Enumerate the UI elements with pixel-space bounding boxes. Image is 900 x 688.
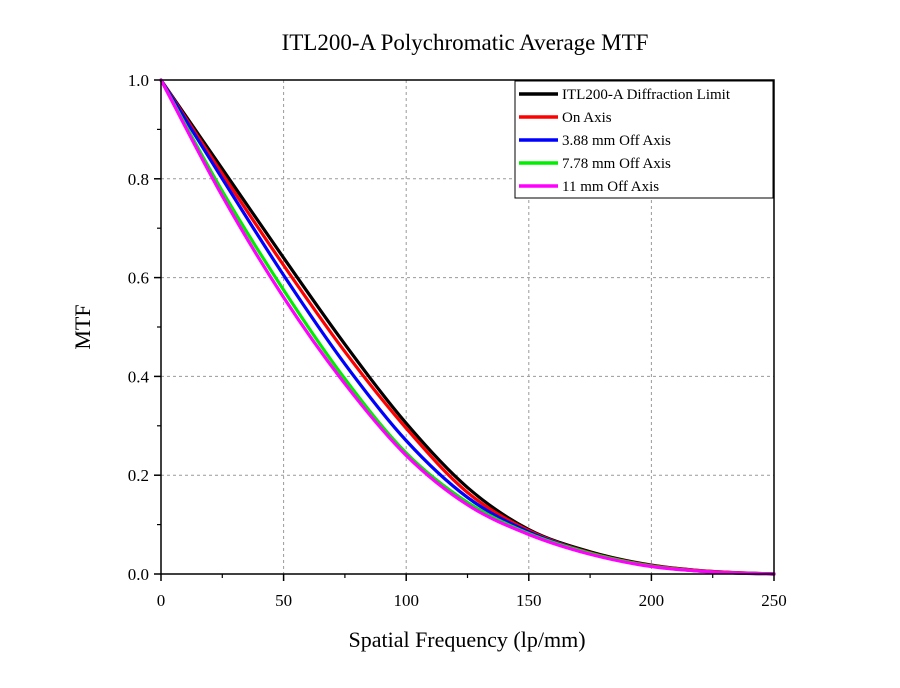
legend-label-7-78-mm-off-axis: 7.78 mm Off Axis (562, 156, 671, 172)
x-tick-label: 50 (275, 591, 292, 610)
legend-label-itl200-a-diffraction-limit: ITL200-A Diffraction Limit (562, 87, 731, 103)
series-lines (159, 78, 776, 576)
legend-label-on-axis: On Axis (562, 110, 612, 126)
x-tick-label: 200 (639, 591, 665, 610)
legend: ITL200-A Diffraction Limit On Axis 3.88 mm… (514, 80, 774, 199)
series-line-11-mm-off-axis (159, 78, 776, 576)
x-tick-label: 100 (393, 591, 419, 610)
legend-label-11-mm-off-axis: 11 mm Off Axis (562, 179, 659, 195)
chart-title: ITL200-A Polychromatic Average MTF (282, 30, 649, 55)
y-tick-label: 0.4 (128, 367, 150, 386)
y-tick-label: 0.2 (128, 466, 149, 485)
x-axis-label: Spatial Frequency (lp/mm) (348, 627, 585, 652)
y-tick-label: 0.0 (128, 565, 149, 584)
x-tick-label: 150 (516, 591, 542, 610)
axis-ticks: 0 50 100 150 200 250 0.0 0.2 0.4 0.6 0.8 1.0 (128, 71, 787, 610)
x-tick-label: 250 (761, 591, 787, 610)
y-tick-label: 0.6 (128, 269, 149, 288)
y-tick-label: 0.8 (128, 170, 149, 189)
x-tick-label: 0 (157, 591, 166, 610)
y-axis-label: MTF (70, 304, 95, 349)
legend-label-3-88-mm-off-axis: 3.88 mm Off Axis (562, 133, 671, 149)
y-tick-label: 1.0 (128, 71, 149, 90)
